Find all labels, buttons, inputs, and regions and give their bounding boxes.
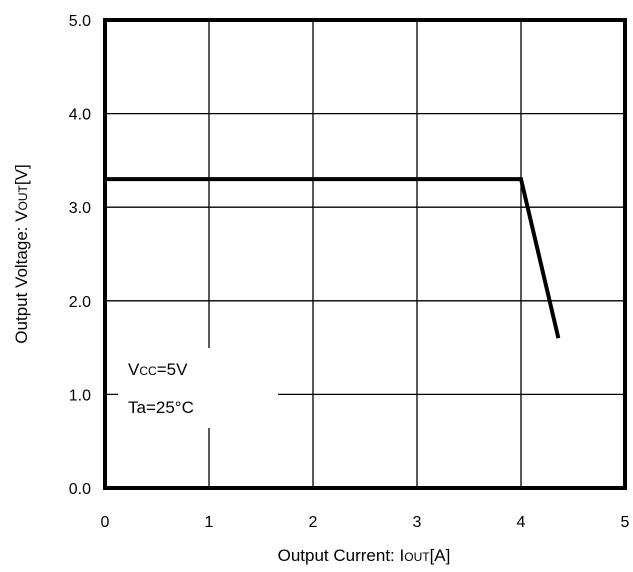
annotation-background: [118, 348, 278, 428]
x-tick-labels: 0 1 2 3 4 5: [101, 514, 630, 531]
annotation-vcc: VCC=5V: [128, 360, 188, 379]
x-tick-label: 0: [101, 514, 110, 531]
y-axis-label: Output Voltage: VOUT[V]: [12, 164, 31, 343]
y-tick-label: 3.0: [69, 200, 91, 217]
y-tick-label: 5.0: [69, 13, 91, 30]
x-tick-label: 4: [517, 514, 526, 531]
x-tick-label: 5: [621, 514, 630, 531]
y-tick-labels: 0.0 1.0 2.0 3.0 4.0 5.0: [69, 13, 91, 498]
series-line-0: [105, 177, 561, 339]
y-tick-label: 0.0: [69, 481, 91, 498]
y-tick-label: 1.0: [69, 387, 91, 404]
x-tick-label: 2: [309, 514, 318, 531]
y-tick-label: 4.0: [69, 107, 91, 124]
x-tick-label: 1: [205, 514, 214, 531]
annotation-ta: Ta=25°C: [128, 398, 194, 417]
y-tick-label: 2.0: [69, 294, 91, 311]
x-tick-label: 3: [413, 514, 422, 531]
x-axis-label: Output Current: IOUT[A]: [278, 546, 451, 565]
plot-frame: [103, 18, 627, 490]
